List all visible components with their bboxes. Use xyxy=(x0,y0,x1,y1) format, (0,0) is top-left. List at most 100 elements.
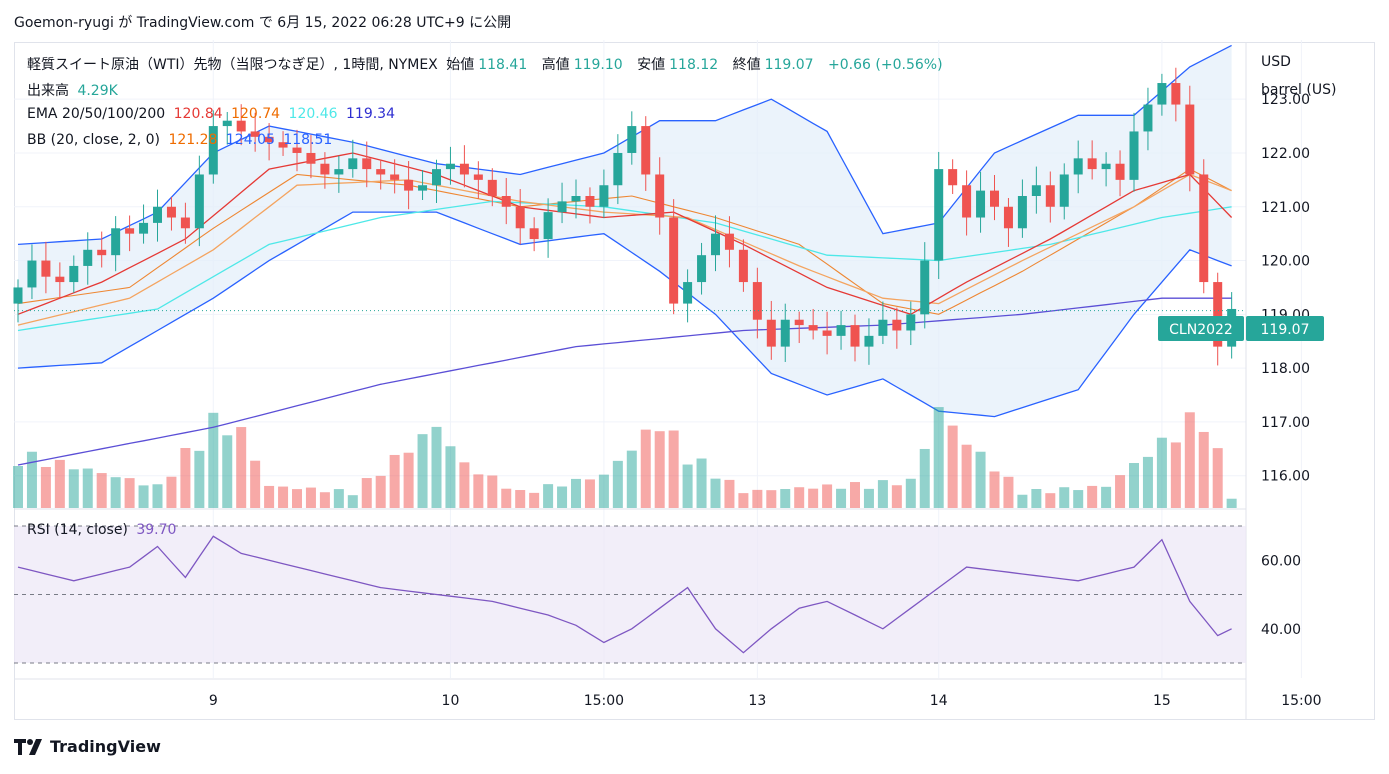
volume-bar xyxy=(1129,463,1139,508)
candle-body xyxy=(892,319,902,331)
candles xyxy=(13,67,1246,366)
price-unit-label-2: barrel (US) xyxy=(1261,82,1336,98)
candle-body xyxy=(139,222,149,234)
volume-bar xyxy=(668,430,679,508)
volume-bar xyxy=(1087,485,1098,508)
candle-body xyxy=(111,228,121,256)
volume-bar xyxy=(571,478,581,508)
volume-bar xyxy=(445,446,456,508)
ema200-value: 119.34 xyxy=(346,106,395,122)
volume-bar xyxy=(612,460,623,508)
volume-bar xyxy=(347,495,358,508)
volume-bar xyxy=(487,475,498,508)
candle-body xyxy=(97,249,107,256)
volume-bar xyxy=(501,488,512,508)
volume-bar xyxy=(152,484,163,508)
volume-bar xyxy=(1059,487,1070,508)
volume-bar xyxy=(1031,489,1042,508)
candle-body xyxy=(808,325,818,331)
low-value: 118.12 xyxy=(669,57,719,73)
rsi-pane xyxy=(14,525,1246,664)
volume-bar xyxy=(389,454,400,508)
volume-bar xyxy=(808,488,819,508)
volume-bar xyxy=(180,448,191,508)
rsi-tick-label: 60.00 xyxy=(1261,553,1301,569)
volume-bar xyxy=(250,460,261,508)
candle-body xyxy=(1115,163,1125,180)
high-value: 119.10 xyxy=(573,57,623,73)
volume-bar xyxy=(1212,448,1223,508)
time-axis[interactable]: 9 10 15:00 13 14 15 15:00 xyxy=(209,693,1322,709)
ema50-value: 120.74 xyxy=(231,106,281,122)
tradingview-logo[interactable]: TradingView xyxy=(14,737,161,756)
volume-bar xyxy=(780,489,791,508)
volume-bar xyxy=(598,474,609,508)
tradingview-logo-icon xyxy=(14,738,42,755)
candle-body xyxy=(41,260,51,277)
ema50-line xyxy=(17,173,1232,326)
volume-bar xyxy=(375,475,386,508)
volume-bar xyxy=(975,451,986,508)
volume-bar xyxy=(682,464,693,508)
volume-bar xyxy=(696,458,707,508)
candle-body xyxy=(752,282,762,320)
volume-bar xyxy=(68,469,79,508)
candle-body xyxy=(55,276,65,283)
volume-bar xyxy=(124,478,135,508)
volume-bar xyxy=(319,492,330,508)
candle-body xyxy=(1185,104,1195,175)
time-tick-label: 10 xyxy=(442,693,460,709)
volume-bar xyxy=(1156,437,1167,508)
volume-bar xyxy=(877,480,888,508)
price-tick-label: 120.00 xyxy=(1261,254,1310,270)
candle-body xyxy=(278,142,288,148)
volume-bar xyxy=(82,468,93,508)
price-axis[interactable]: 116.00117.00118.00119.00120.00121.00122.… xyxy=(1261,92,1310,638)
candle-body xyxy=(222,120,232,127)
price-tick-label: 118.00 xyxy=(1261,361,1310,377)
volume-bar xyxy=(989,471,1000,508)
candle-body xyxy=(1171,83,1181,105)
volume-bar xyxy=(543,484,554,508)
candle-body xyxy=(445,163,455,170)
volume-bar xyxy=(947,425,958,508)
tradingview-logo-text: TradingView xyxy=(50,737,161,756)
candle-body xyxy=(1213,282,1223,347)
volume-bar xyxy=(724,479,735,508)
bb-upper-value: 124.05 xyxy=(225,132,275,148)
candle-body xyxy=(1031,185,1041,196)
candle-body xyxy=(306,152,316,164)
ema20-value: 120.84 xyxy=(173,106,223,122)
volume-bar xyxy=(919,448,930,508)
price-tick-label: 116.00 xyxy=(1261,469,1310,485)
candle-body xyxy=(655,174,665,218)
chart-frame xyxy=(14,42,1375,720)
volume-bar xyxy=(863,488,874,508)
candle-body xyxy=(376,169,386,175)
legend-rsi-row: RSI (14, close) 39.70 xyxy=(27,522,180,538)
volume-bar xyxy=(278,486,289,508)
low-label: 安値 xyxy=(637,57,666,73)
price-badge-value: 119.07 xyxy=(1261,322,1310,338)
price-unit-label: USD xyxy=(1261,54,1291,70)
volume-value: 4.29K xyxy=(77,83,118,99)
candle-body xyxy=(1101,163,1111,170)
legend-volume-row: 出来高 4.29K xyxy=(27,80,122,100)
volume-bar xyxy=(1170,442,1181,508)
candle-body xyxy=(780,319,790,347)
candle-body xyxy=(1087,158,1097,170)
candle-body xyxy=(501,196,511,207)
candle-body xyxy=(334,169,344,175)
candle-body xyxy=(1157,83,1167,105)
candle-body xyxy=(850,325,860,347)
volume-bar xyxy=(1226,498,1237,508)
candle-body xyxy=(990,190,999,207)
candle-body xyxy=(264,136,274,143)
candle-body xyxy=(962,185,972,218)
candle-body xyxy=(208,126,218,175)
volume-bar xyxy=(194,450,205,508)
candle-body xyxy=(432,169,441,186)
time-tick-label: 13 xyxy=(748,693,766,709)
price-tick-label: 117.00 xyxy=(1261,415,1310,431)
